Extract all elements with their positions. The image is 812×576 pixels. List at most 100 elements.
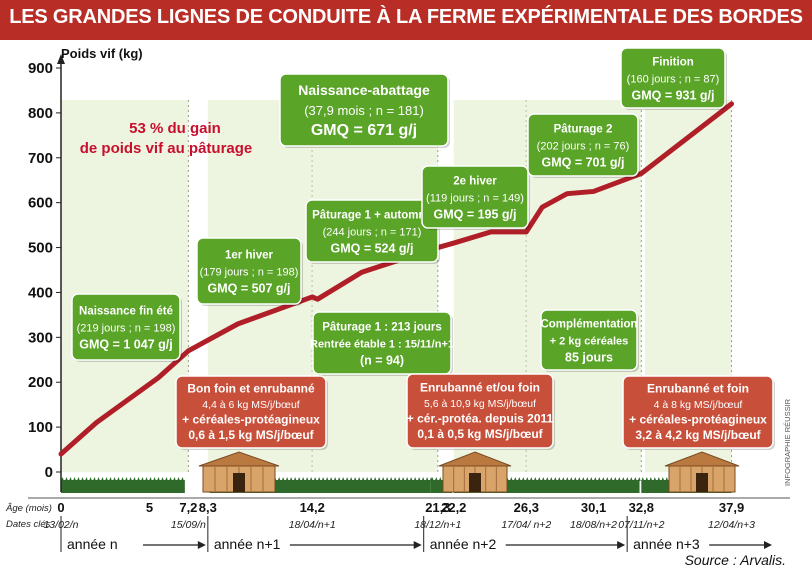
grass-blade — [281, 477, 285, 481]
grass-blade — [569, 477, 573, 481]
annotation-naissance: Naissance fin été (219 jours ; n = 198) GM… — [71, 293, 182, 362]
grass-blade — [125, 477, 128, 481]
grass-blade — [81, 477, 84, 481]
annotation-line: Enrubanné et/ou foin — [420, 381, 540, 395]
grass-blade — [545, 477, 549, 481]
grass-blade — [301, 477, 305, 481]
annotation-line: (37,9 mois ; n = 181) — [304, 103, 424, 118]
grass-blade — [617, 477, 621, 481]
grass-blade — [573, 477, 577, 481]
grass-blade — [553, 477, 557, 481]
annotation-line: Pâturage 1 : 213 jours — [322, 321, 442, 333]
grass-blade — [317, 477, 321, 481]
date-label: 18/12/n+1 — [414, 519, 461, 531]
grass-blade — [417, 477, 421, 481]
grass-blade — [541, 477, 545, 481]
x-tick-label: 8,3 — [199, 500, 217, 515]
grass-blade — [369, 477, 373, 481]
grass-blade — [537, 477, 541, 481]
annotation-line: (179 jours ; n = 198) — [200, 266, 299, 278]
annotation-foin3: Enrubanné et foin 4 à 8 kg MS/j/bœuf + cér… — [622, 375, 775, 450]
year-label: année n+1 — [214, 536, 281, 552]
data-point — [236, 322, 240, 326]
data-point — [157, 376, 160, 379]
grass-blade — [173, 477, 176, 481]
annotation-line: Rentrée étable 1 : 15/11/n+1 — [310, 338, 454, 350]
grass-blade — [421, 477, 425, 481]
age-row-label: Âge (mois) — [5, 503, 52, 514]
annotation-line: + cér.-protéa. depuis 2011 — [407, 412, 554, 426]
grass-blade — [129, 477, 132, 481]
year-label: année n+2 — [430, 536, 497, 552]
grass-blade — [329, 477, 333, 481]
grass-blade — [121, 477, 124, 481]
grass-blade — [353, 477, 357, 481]
y-axis-arrow — [57, 54, 65, 64]
annotation-line: GMQ = 524 g/j — [330, 241, 413, 255]
annotation-line: Naissance-abattage — [298, 82, 430, 98]
data-point — [360, 271, 363, 274]
grass-blade — [373, 477, 377, 481]
x-axis: Âge (mois) Dates clés 0 5 7,2 8,3 14,2 21,322,2… — [5, 497, 790, 552]
annotation-box — [71, 293, 181, 361]
year-arrow-head — [413, 541, 422, 549]
data-point — [640, 172, 643, 175]
grass-blade — [561, 477, 565, 481]
grass-blade — [85, 477, 88, 481]
data-point — [452, 241, 455, 245]
data-point — [565, 192, 569, 195]
grass-blade — [413, 477, 417, 481]
grass-blade — [525, 477, 529, 481]
source-label: Source : Arvalis. — [685, 552, 786, 568]
grass-blade — [605, 477, 609, 481]
x-tick-label: 37,9 — [719, 500, 744, 515]
annotation-line: GMQ = 195 g/j — [433, 207, 516, 221]
title-bar: LES GRANDES LIGNES DE CONDUITE À LA FERM… — [0, 0, 812, 40]
year-arrow-head — [617, 541, 626, 549]
grass-blade — [593, 477, 597, 481]
y-tick-label: 400 — [28, 284, 53, 301]
grass-blade — [425, 477, 429, 481]
x-tick-label: 21,3 — [425, 500, 450, 515]
grass-blade — [177, 477, 180, 481]
x-tick-label: 26,3 — [514, 500, 539, 515]
x-tick-label: 7,2 — [179, 500, 197, 515]
grass-blade — [601, 477, 605, 481]
grass-blade — [401, 477, 405, 481]
grass-blade — [297, 477, 301, 481]
x-tick-label: 0 — [57, 500, 64, 515]
annotation-line: 3,2 à 4,2 kg MS/j/bœuf — [635, 428, 761, 442]
annotation-line: (n = 94) — [360, 353, 404, 367]
data-point — [316, 297, 319, 301]
annotation-line: (160 jours ; n = 87) — [627, 73, 720, 85]
grass-blade — [89, 477, 92, 481]
grass-blade — [305, 477, 309, 481]
grass-blade — [509, 477, 513, 481]
grass-blade — [321, 477, 325, 481]
annotation-line: + céréales-protéagineux — [182, 413, 320, 427]
chart-title: LES GRANDES LIGNES DE CONDUITE À LA FERM… — [9, 6, 803, 28]
date-label: 07/11/n+2 — [618, 519, 664, 531]
grass-blade — [181, 477, 184, 481]
grass-blade — [517, 477, 521, 481]
annotation-line: 4,4 à 6 kg MS/j/bœuf — [202, 399, 300, 411]
grass-blade — [549, 477, 553, 481]
barn — [438, 451, 512, 493]
annotation-box — [305, 199, 439, 263]
grass-blade — [69, 477, 72, 481]
grass-blade — [649, 477, 653, 481]
annotation-complementation: Complémentation + 2 kg céréales 85 jours — [540, 309, 639, 372]
annotation-hiver2: 2e hiver (119 jours ; n = 149) GMQ = 195 g… — [421, 165, 530, 230]
date-label: 17/04/ n+2 — [501, 519, 551, 531]
grass-blade — [117, 477, 120, 481]
data-point — [187, 349, 190, 352]
annotation-hiver1: 1er hiver (179 jours ; n = 198) GMQ = 507 … — [196, 237, 303, 306]
grass-blade — [169, 477, 172, 481]
grass-blade — [533, 477, 537, 481]
grass-blade — [653, 477, 657, 481]
grass-blade — [381, 477, 385, 481]
annotation-paturage2: Pâturage 2 (202 jours ; n = 76) GMQ = 701 … — [527, 113, 640, 178]
grass-blade — [609, 477, 613, 481]
annotation-line: Pâturage 1 + automne — [312, 209, 432, 221]
